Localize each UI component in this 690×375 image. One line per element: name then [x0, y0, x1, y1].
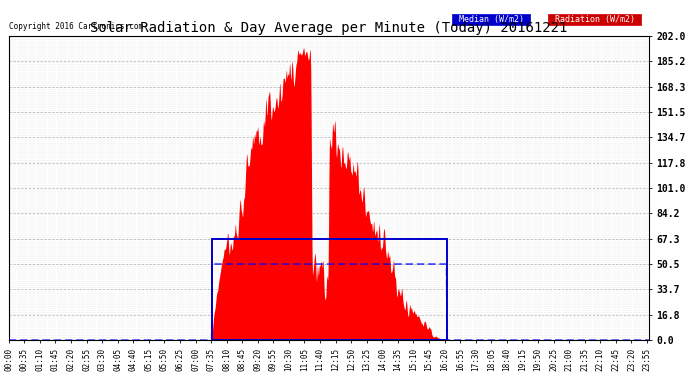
- Text: Median (W/m2): Median (W/m2): [453, 15, 529, 24]
- Text: Copyright 2016 Cartronics.com: Copyright 2016 Cartronics.com: [9, 22, 143, 32]
- Title: Solar Radiation & Day Average per Minute (Today) 20161221: Solar Radiation & Day Average per Minute…: [90, 21, 567, 35]
- Text: Radiation (W/m2): Radiation (W/m2): [550, 15, 640, 24]
- Bar: [212, 239, 447, 340]
